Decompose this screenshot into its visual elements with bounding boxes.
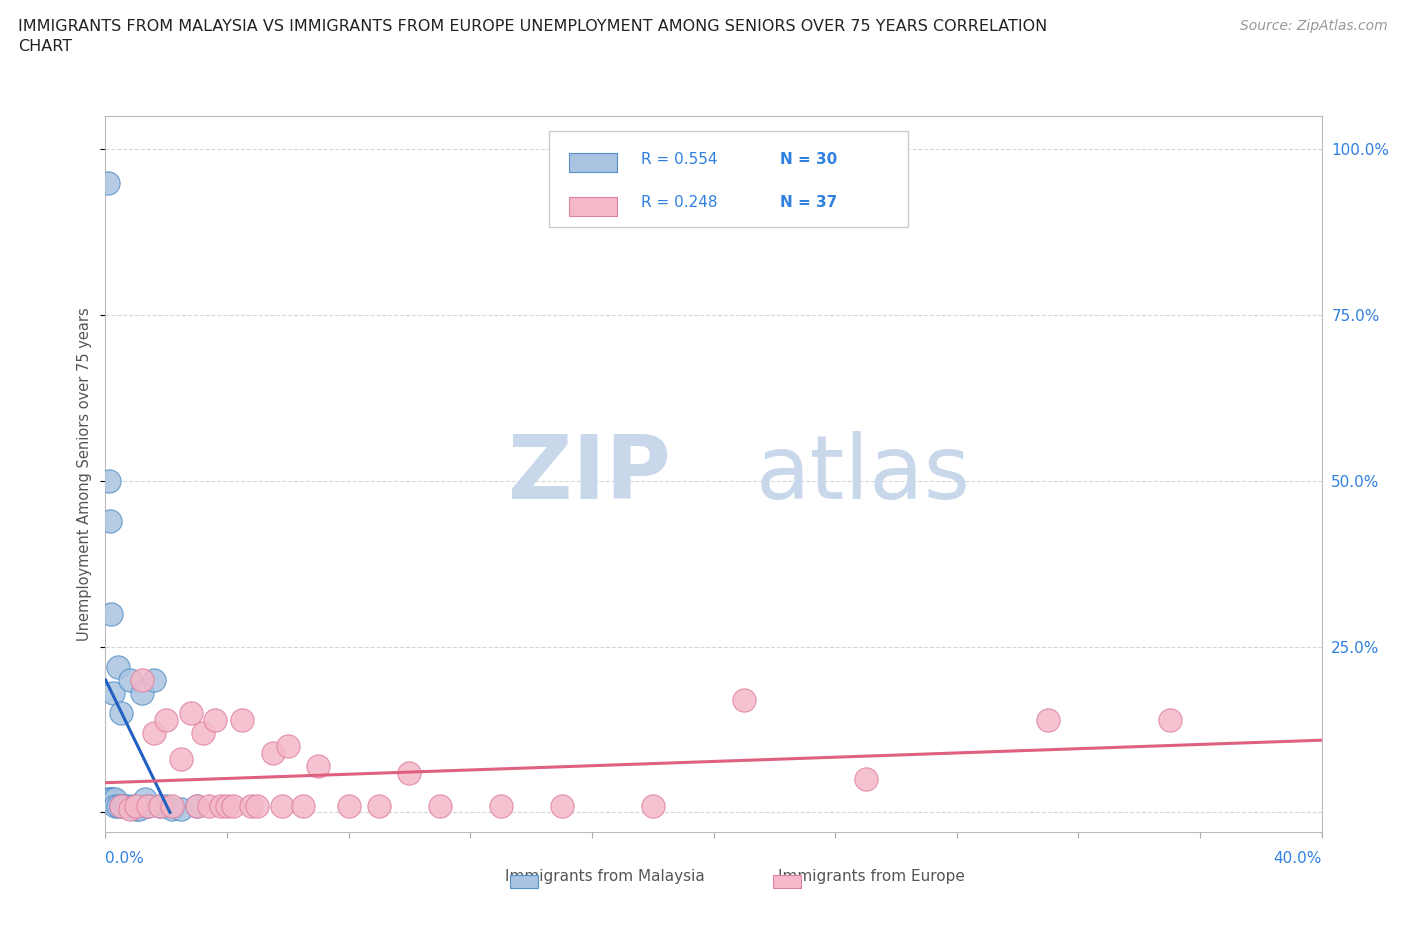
Point — [222, 798, 245, 813]
Point — [307, 759, 329, 774]
Point — [107, 659, 129, 674]
Point — [198, 798, 221, 813]
Point — [209, 798, 232, 813]
Point — [121, 798, 143, 813]
Point — [125, 802, 148, 817]
Point — [118, 802, 141, 817]
Point — [97, 791, 120, 806]
Point — [429, 798, 451, 813]
Point — [131, 685, 153, 700]
Point — [103, 791, 125, 806]
Point — [155, 798, 177, 813]
Y-axis label: Unemployment Among Seniors over 75 years: Unemployment Among Seniors over 75 years — [77, 308, 93, 641]
Point — [292, 798, 315, 813]
Point — [550, 798, 572, 813]
Text: 40.0%: 40.0% — [1274, 851, 1322, 866]
Point — [489, 798, 512, 813]
Point — [262, 745, 284, 760]
Text: N = 37: N = 37 — [780, 195, 838, 210]
Point — [110, 706, 132, 721]
Point — [118, 672, 141, 687]
Point — [134, 791, 156, 806]
Point — [186, 798, 208, 813]
Point — [155, 712, 177, 727]
Point — [191, 725, 214, 740]
Point — [97, 175, 120, 190]
Text: R = 0.554: R = 0.554 — [641, 152, 717, 166]
Point — [186, 798, 208, 813]
Point — [231, 712, 253, 727]
Point — [100, 606, 122, 621]
Point — [1036, 712, 1059, 727]
Text: atlas: atlas — [756, 431, 972, 518]
Text: 0.0%: 0.0% — [105, 851, 145, 866]
Point — [337, 798, 360, 813]
Point — [101, 791, 124, 806]
Point — [131, 672, 153, 687]
Point — [170, 802, 193, 817]
FancyBboxPatch shape — [569, 153, 617, 172]
Text: R = 0.248: R = 0.248 — [641, 195, 717, 210]
FancyBboxPatch shape — [569, 196, 617, 216]
Point — [149, 798, 172, 813]
Point — [143, 725, 166, 740]
Point — [149, 798, 172, 813]
Text: N = 30: N = 30 — [780, 152, 838, 166]
Point — [110, 798, 132, 813]
Point — [136, 798, 159, 813]
Point — [162, 802, 184, 817]
Text: Immigrants from Malaysia: Immigrants from Malaysia — [505, 869, 704, 883]
Text: CHART: CHART — [18, 39, 72, 54]
Text: IMMIGRANTS FROM MALAYSIA VS IMMIGRANTS FROM EUROPE UNEMPLOYMENT AMONG SENIORS OV: IMMIGRANTS FROM MALAYSIA VS IMMIGRANTS F… — [18, 19, 1047, 33]
Point — [170, 752, 193, 767]
Text: ZIP: ZIP — [508, 431, 671, 518]
Text: Source: ZipAtlas.com: Source: ZipAtlas.com — [1240, 19, 1388, 33]
Point — [112, 798, 135, 813]
FancyBboxPatch shape — [550, 130, 908, 227]
Point — [368, 798, 391, 813]
Point — [143, 672, 166, 687]
Point — [398, 765, 420, 780]
Point — [98, 513, 121, 528]
Point — [98, 791, 121, 806]
Point — [128, 802, 150, 817]
Text: Immigrants from Europe: Immigrants from Europe — [779, 869, 965, 883]
Point — [733, 692, 755, 707]
Point — [115, 798, 138, 813]
Point — [100, 791, 122, 806]
Point — [110, 798, 132, 813]
Point — [180, 706, 202, 721]
Point — [246, 798, 269, 813]
Point — [1159, 712, 1181, 727]
Point — [277, 738, 299, 753]
Point — [217, 798, 239, 813]
Point — [855, 772, 877, 787]
Point — [162, 798, 184, 813]
Point — [136, 798, 159, 813]
Point — [107, 798, 129, 813]
Point — [240, 798, 263, 813]
Point — [101, 685, 124, 700]
Point — [204, 712, 226, 727]
Point — [641, 798, 664, 813]
Point — [98, 473, 121, 488]
Point — [270, 798, 292, 813]
Point — [103, 798, 125, 813]
Point — [125, 798, 148, 813]
